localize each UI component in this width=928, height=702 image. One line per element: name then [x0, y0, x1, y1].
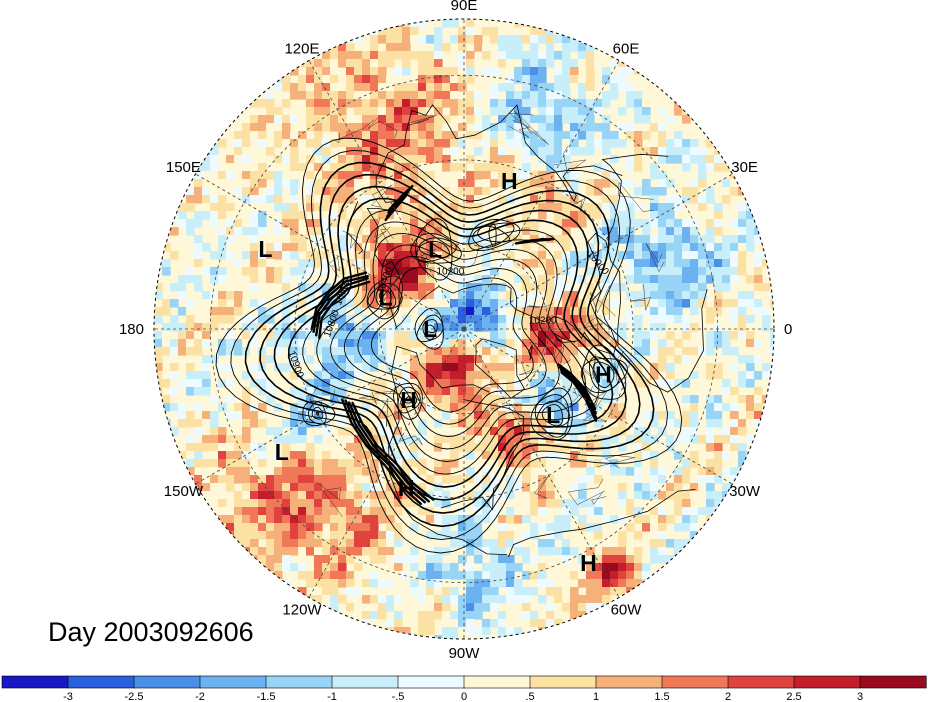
anomaly-field — [154, 19, 774, 639]
lon-label-90e: 90E — [451, 0, 478, 14]
colorbar-swatch — [661, 675, 729, 689]
colorbar-tick-label: -2 — [195, 691, 205, 702]
contour-label: 10200 — [436, 266, 464, 277]
lat-lon-grid — [154, 19, 774, 639]
lon-label-150w: 150W — [164, 483, 204, 500]
colorbar-swatch — [331, 675, 399, 689]
colorbar-tick-label: 2 — [725, 691, 731, 702]
coastline-3 — [396, 346, 490, 393]
coastline-1 — [508, 489, 696, 558]
day-label: Day 2003092606 — [48, 617, 254, 647]
colorbar-swatch — [529, 675, 597, 689]
colorbar-swatch — [595, 675, 663, 689]
colorbar-swatch — [397, 675, 465, 689]
colorbar-tick-label: -3 — [63, 691, 73, 702]
colorbar-tick-label: 2.5 — [786, 691, 801, 702]
colorbar-swatch — [67, 675, 135, 689]
low-pressure-label: L — [275, 439, 289, 465]
colorbar-tick-label: 0 — [461, 691, 467, 702]
map-border — [153, 18, 775, 640]
colorbar-tick-label: -.5 — [392, 691, 405, 702]
colorbar-tick-label: -2.5 — [125, 691, 144, 702]
coastline-0 — [388, 345, 507, 555]
lon-label-60e: 60E — [613, 40, 640, 57]
colorbar-tick-label: -1.5 — [257, 691, 276, 702]
colorbar-swatch — [265, 675, 333, 689]
height-contours — [215, 137, 683, 554]
lon-label-90w: 90W — [449, 645, 481, 662]
coastline-11 — [528, 344, 533, 361]
coastline-5 — [394, 283, 615, 356]
high-pressure-label: H — [398, 475, 415, 501]
colorbar-swatch — [859, 675, 927, 689]
colorbar-swatch — [1, 675, 69, 689]
pressure-system-labels: H L L L L H H L L H H — [258, 168, 611, 576]
high-pressure-label: H — [595, 361, 612, 387]
coastline-10 — [553, 332, 578, 343]
low-pressure-label: L — [546, 402, 560, 428]
colorbar-swatch — [463, 675, 531, 689]
colorbar-tick-label: .5 — [525, 691, 534, 702]
low-pressure-label: L — [423, 316, 437, 342]
high-pressure-label: H — [580, 550, 597, 576]
lon-label-30w: 30W — [729, 483, 761, 500]
longitude-labels: 90E 60E 30E 0 30W 60W 90W 120W 150W 180 150E 120E — [119, 0, 792, 662]
lon-label-150e: 150E — [166, 159, 201, 176]
colorbar-swatch — [793, 675, 861, 689]
colorbar-tick-label: 1 — [593, 691, 599, 702]
low-pressure-label: L — [428, 237, 442, 263]
lon-label-30e: 30E — [731, 159, 758, 176]
colorbar-swatch — [133, 675, 201, 689]
colorbar: -3 -2.5 -2 -1.5 -1 -.5 0 .5 1 1.5 2 2.5 3 — [1, 675, 927, 702]
lon-label-120e: 120E — [284, 40, 319, 57]
high-pressure-label: H — [400, 387, 417, 413]
coastline-8 — [366, 104, 623, 328]
contour-label: 10200 — [529, 316, 557, 327]
lon-label-0: 0 — [784, 321, 792, 338]
colorbar-swatch — [199, 675, 267, 689]
lon-label-180: 180 — [119, 321, 144, 338]
coastline-4 — [475, 338, 526, 399]
colorbar-tick-label: -1 — [327, 691, 337, 702]
colorbar-tick-label: 1.5 — [654, 691, 669, 702]
low-pressure-label: L — [379, 284, 393, 310]
colorbar-tick-label: 3 — [857, 691, 863, 702]
colorbar-swatch — [727, 675, 795, 689]
lon-label-120w: 120W — [282, 602, 322, 619]
low-pressure-label: L — [258, 236, 272, 262]
high-pressure-label: H — [501, 168, 518, 194]
lon-label-60w: 60W — [611, 602, 643, 619]
